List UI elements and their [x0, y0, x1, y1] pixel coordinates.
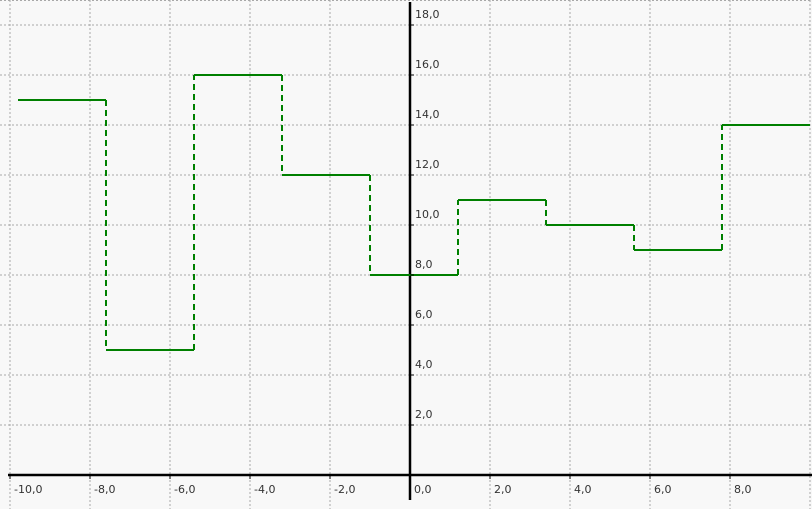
x-tick-label: 6,0 [654, 483, 672, 496]
x-tick-label: -8,0 [94, 483, 115, 496]
y-tick-label: 4,0 [415, 358, 433, 371]
y-tick-label: 2,0 [415, 408, 433, 421]
tick-labels: -10,0 -8,0 -6,0 -4,0 -2,0 0,0 2,0 4,0 6,0 8,0 2,0 4… [9, 8, 752, 496]
series-layer [18, 74, 810, 351]
x-tick-label: 4,0 [574, 483, 592, 496]
x-tick-label: -4,0 [254, 483, 275, 496]
y-tick-label: 14,0 [415, 108, 440, 121]
x-tick-label: 2,0 [494, 483, 512, 496]
x-tick-label: -2,0 [334, 483, 355, 496]
y-tick-label: 16,0 [415, 58, 440, 71]
x-tick-label: 0,0 [414, 483, 432, 496]
x-tick-label: 8,0 [734, 483, 752, 496]
x-tick-label: -6,0 [174, 483, 195, 496]
y-tick-label: 18,0 [415, 8, 440, 21]
x-tick-label: -10,0 [14, 483, 42, 496]
y-tick-label: 8,0 [415, 258, 433, 271]
y-tick-label: 12,0 [415, 158, 440, 171]
y-tick-label: 10,0 [415, 208, 440, 221]
y-tick-label: 6,0 [415, 308, 433, 321]
